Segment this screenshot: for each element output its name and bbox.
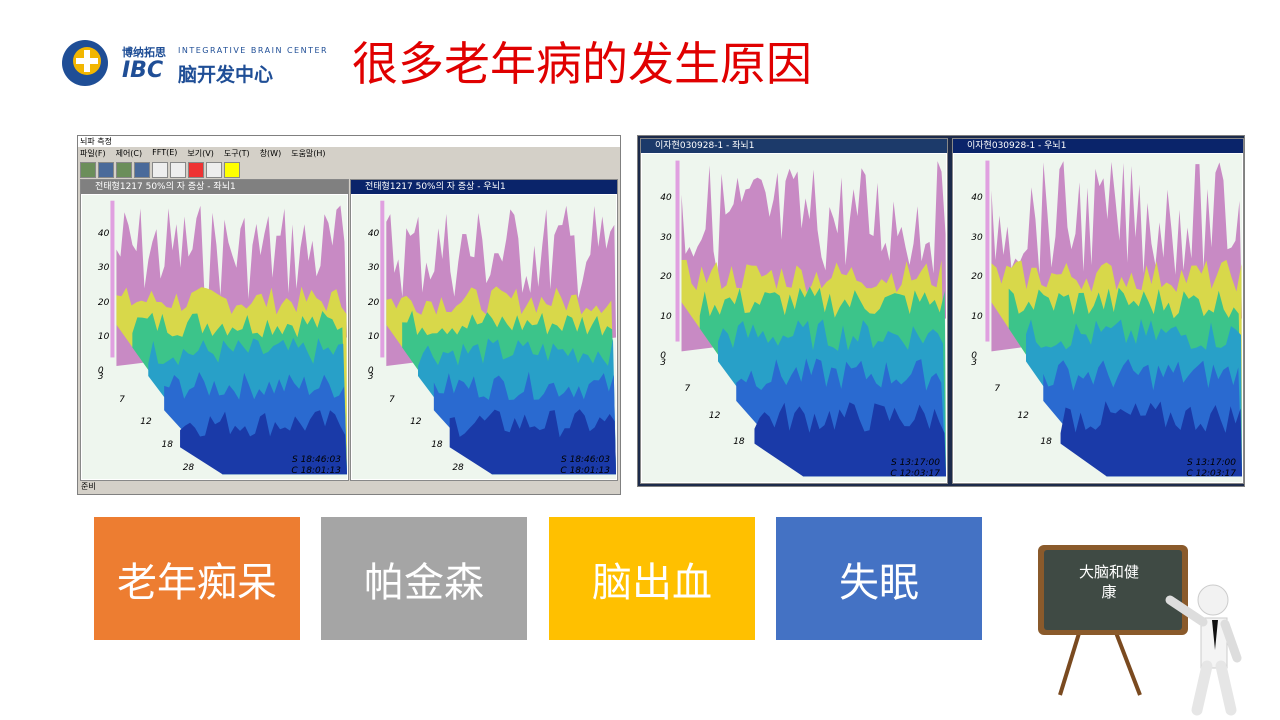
y-axis-label: 40 (97, 229, 110, 240)
plot-area: 40 30 20 10 0 3 7 12 18 28 S 18:46:03 C 18:01:13 (82, 195, 347, 479)
logo-abbr: IBC (122, 58, 164, 83)
start-time: S 18:46:03 (292, 455, 341, 465)
start-time: S 13:17:00 (1187, 458, 1236, 468)
y-axis-label: 30 (97, 263, 110, 274)
y-axis-label: 40 (660, 193, 672, 204)
left-window: 뇌파 측정 파일(F) 제어(C) FFT(E) 보기(V) 도구(T) 창(W) 도움말(… (77, 135, 621, 495)
logo-en: INTEGRATIVE BRAIN CENTER (178, 46, 329, 55)
plot-area: 40 30 20 10 0 3 7 12 18 S 13:17:00 C 12:03:17 (954, 154, 1242, 482)
y-axis-label: 20 (971, 272, 983, 283)
x-axis-label: 18 (1040, 436, 1052, 447)
status-bar: 준비 (81, 482, 96, 491)
x-axis-label: 3 (367, 371, 374, 382)
spectrum-graphic (110, 200, 347, 475)
spectrum-graphic (675, 160, 946, 477)
menu-item: 도구(T) (223, 149, 250, 158)
current-time: C 18:01:13 (291, 466, 341, 476)
y-axis-label: 30 (971, 232, 983, 243)
logo-icon (62, 40, 108, 86)
y-axis-label: 10 (660, 311, 672, 322)
y-axis-label: 0 (971, 351, 977, 362)
cause-box: 脑出血 (549, 517, 755, 640)
logo-name: 脑开发中心 (178, 64, 274, 86)
x-axis-label: 3 (971, 357, 977, 368)
y-axis-label: 20 (367, 297, 380, 308)
x-axis-label: 7 (684, 384, 691, 395)
x-axis-label: 12 (1017, 410, 1029, 421)
blackboard-text: 大脑和健康 (1078, 562, 1140, 602)
y-axis-label: 30 (367, 263, 380, 274)
panel: 이자현030928-1 - 좌뇌1 40 30 20 10 0 3 7 12 18 S 13:17:… (640, 138, 948, 484)
menu-item: 보기(V) (187, 149, 214, 158)
toolbar (80, 162, 246, 178)
cause-box: 帕金森 (321, 517, 527, 640)
y-axis-label: 0 (660, 351, 666, 362)
x-axis-label: 28 (182, 462, 195, 473)
spectrum-graphic (380, 200, 616, 475)
spectrum-graphic (985, 160, 1242, 477)
current-time: C 18:01:13 (560, 466, 610, 476)
panel-title: 이자현030928-1 - 우뇌1 (953, 139, 1243, 153)
x-axis-label: 18 (733, 436, 745, 447)
right-window: 이자현030928-1 - 좌뇌1 40 30 20 10 0 3 7 12 18 S 13:17:… (637, 135, 1245, 487)
current-time: C 12:03:17 (1186, 469, 1236, 479)
panel: 전태형1217 50%의 자 증상 - 좌뇌1 40 30 20 10 0 3 7 12 18 28… (80, 179, 349, 481)
cause-box: 老年痴呆 (94, 517, 300, 640)
menu-bar: 파일(F) 제어(C) FFT(E) 보기(V) 도구(T) 창(W) 도움말(H) (80, 148, 326, 159)
x-axis-label: 3 (97, 371, 104, 382)
x-axis-label: 18 (431, 440, 443, 451)
x-axis-label: 12 (140, 417, 152, 428)
y-axis-label: 10 (97, 331, 110, 342)
menu-item: FFT(E) (152, 148, 178, 157)
cause-box: 失眠 (776, 517, 982, 640)
start-time: S 13:17:00 (891, 458, 940, 468)
plot-area: 40 30 20 10 0 3 7 12 18 28 S 18:46:03 C 18:01:13 (352, 195, 616, 479)
y-axis-label: 10 (367, 331, 380, 342)
y-axis-label: 20 (97, 297, 110, 308)
y-axis-label: 0 (97, 366, 104, 376)
x-axis-label: 12 (410, 417, 422, 428)
plot-area: 40 30 20 10 0 3 7 12 18 S 13:17:00 C 12:03:17 (642, 154, 946, 482)
menu-item: 파일(F) (80, 149, 106, 158)
x-axis-label: 7 (388, 394, 395, 405)
x-axis-label: 7 (119, 394, 125, 405)
menu-item: 도움말(H) (291, 149, 326, 158)
current-time: C 12:03:17 (890, 469, 940, 479)
panel-title: 전태형1217 50%의 자 증상 - 좌뇌1 (81, 180, 348, 194)
x-axis-label: 18 (161, 440, 173, 451)
menu-item: 창(W) (259, 149, 282, 158)
x-axis-label: 12 (708, 410, 721, 421)
x-axis-label: 7 (994, 384, 1001, 395)
panel: 전태형1217 50%의 자 증상 - 우뇌1 40 30 20 10 0 3 7 12 18 28… (350, 179, 618, 481)
y-axis-label: 40 (367, 229, 380, 240)
y-axis-label: 40 (971, 193, 983, 204)
window-title: 뇌파 측정 (78, 136, 620, 147)
panel: 이자현030928-1 - 우뇌1 40 30 20 10 0 3 7 12 18 S 13:17:… (952, 138, 1244, 484)
x-axis-label: 3 (660, 357, 666, 368)
slide-title: 很多老年病的发生原因 (352, 37, 812, 91)
panel-title: 이자현030928-1 - 좌뇌1 (641, 139, 947, 153)
y-axis-label: 10 (971, 311, 983, 322)
y-axis-label: 20 (660, 272, 672, 283)
y-axis-label: 0 (367, 366, 374, 376)
start-time: S 18:46:03 (561, 455, 610, 465)
logo-cn: 博纳拓思 (122, 46, 166, 59)
menu-item: 제어(C) (115, 149, 143, 158)
x-axis-label: 28 (452, 462, 464, 473)
y-axis-label: 30 (660, 232, 672, 243)
panel-title: 전태형1217 50%의 자 증상 - 우뇌1 (351, 180, 617, 194)
